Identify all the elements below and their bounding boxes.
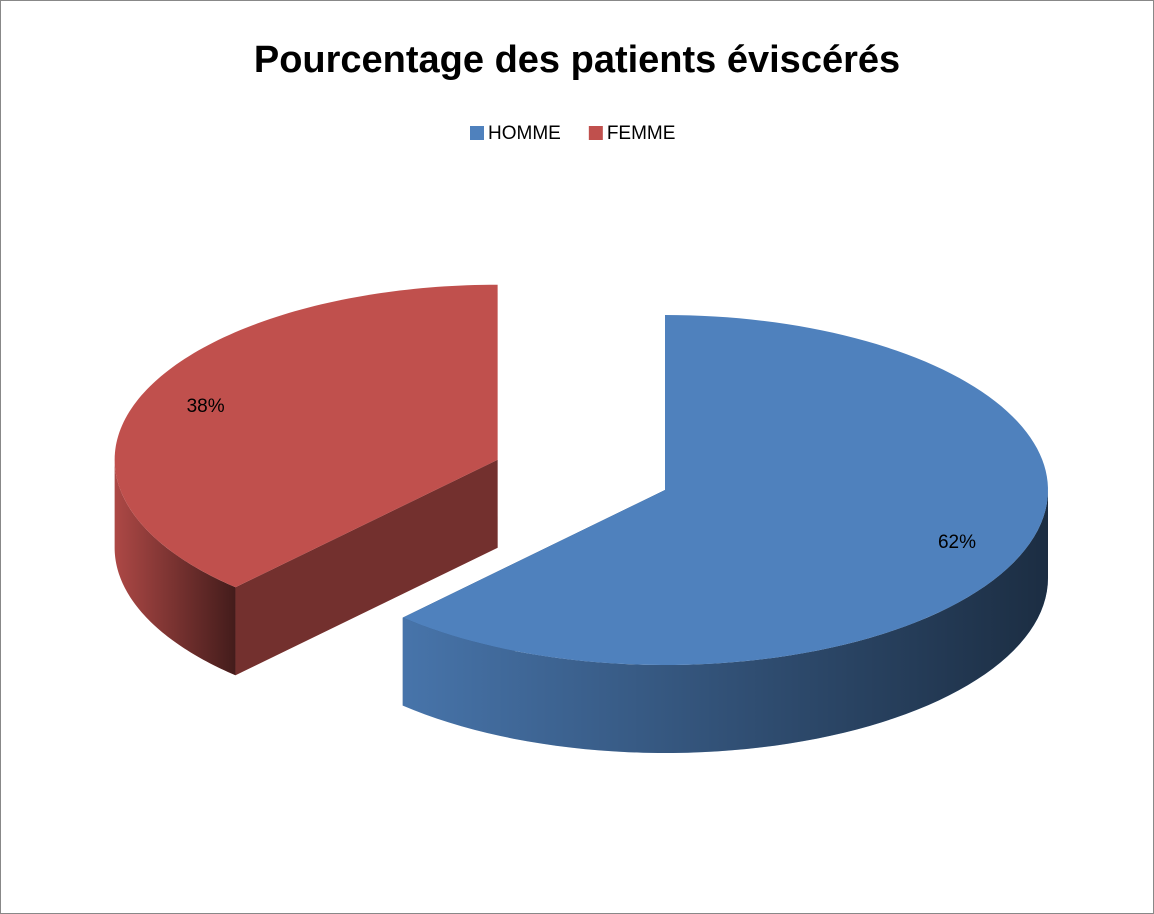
legend-label: HOMME [488, 123, 561, 144]
data-label: 38% [187, 396, 225, 417]
legend-swatch [588, 126, 603, 140]
slice-side-shade [114, 459, 236, 676]
slice-wall [235, 459, 498, 676]
slice-side-shade [402, 490, 1048, 753]
legend-label: FEMME [607, 123, 676, 144]
pie-slice [402, 315, 1048, 665]
legend-swatch [470, 126, 484, 140]
pie-slice [114, 284, 498, 588]
slice-wall-shade [235, 459, 498, 676]
chart-title: Pourcentage des patients éviscérés [254, 39, 900, 81]
data-label: 62% [938, 532, 976, 553]
